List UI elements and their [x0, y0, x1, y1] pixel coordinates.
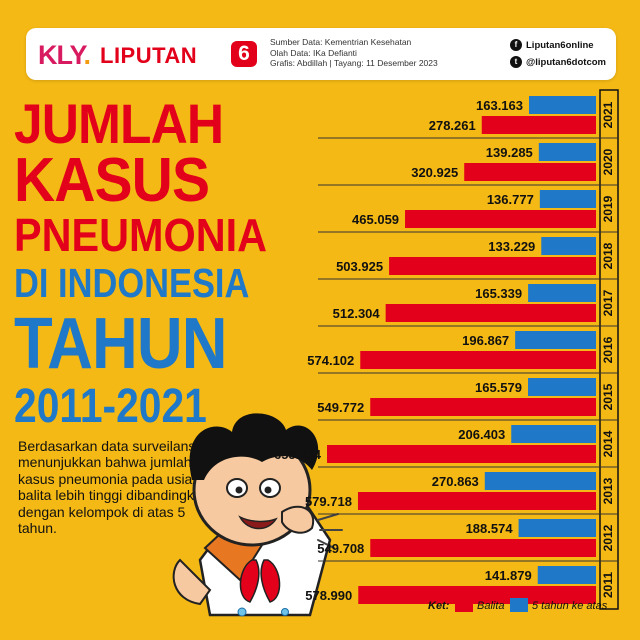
graphic-line: Grafis: Abdillah | Tayang: 11 Desember 2… [270, 58, 438, 68]
bar-balita-2013 [357, 492, 596, 510]
label-over5-2016: 196.867 [462, 333, 509, 348]
label-balita-2013: 579.718 [305, 494, 352, 509]
year-label-2019: 2019 [601, 195, 615, 222]
bar-over5-2018 [541, 237, 596, 255]
label-balita-2011: 578.990 [305, 588, 352, 603]
facebook-handle: f Liputan6online [510, 37, 606, 54]
bar-balita-2016 [360, 351, 596, 369]
label-balita-2021: 278.261 [429, 118, 476, 133]
title-line-1: JUMLAH [14, 92, 224, 155]
label-over5-2017: 165.339 [475, 286, 522, 301]
facebook-icon: f [510, 39, 522, 52]
bar-balita-2018 [389, 257, 596, 275]
bar-balita-2017 [385, 304, 596, 322]
label-balita-2012: 549.708 [317, 541, 364, 556]
label-over5-2011: 141.879 [485, 568, 532, 583]
bar-balita-2020 [464, 163, 596, 181]
title-line-6: 2011-2021 [14, 380, 207, 433]
bar-balita-2019 [405, 210, 596, 228]
source-credits: Sumber Data: Kementrian Kesehatan Olah D… [270, 37, 438, 69]
bar-over5-2019 [539, 190, 596, 208]
legend-label-balita: Balita [477, 600, 505, 612]
bar-over5-2021 [529, 96, 596, 114]
year-label-2017: 2017 [601, 289, 615, 316]
year-label-2020: 2020 [601, 148, 615, 175]
title-line-4: DI INDONESIA [14, 260, 250, 306]
label-over5-2012: 188.574 [466, 521, 514, 536]
label-balita-2019: 465.059 [352, 212, 399, 227]
bar-balita-2011 [358, 586, 596, 604]
legend-swatch-over5 [510, 598, 528, 612]
year-label-2016: 2016 [601, 336, 615, 363]
kly-logo: KLY. [38, 40, 91, 70]
title-line-2: KASUS [14, 146, 210, 215]
bar-over5-2013 [484, 472, 596, 490]
label-balita-2017: 512.304 [333, 306, 381, 321]
label-balita-2014: 655.134 [274, 447, 322, 462]
label-balita-2015: 549.772 [317, 400, 364, 415]
bar-balita-2021 [481, 116, 596, 134]
bar-over5-2015 [528, 378, 596, 396]
bar-over5-2011 [537, 566, 596, 584]
bar-over5-2014 [511, 425, 596, 443]
label-over5-2020: 139.285 [486, 145, 533, 160]
label-over5-2015: 165.579 [475, 380, 522, 395]
label-over5-2018: 133.229 [488, 239, 535, 254]
source-line: Sumber Data: Kementrian Kesehatan [270, 37, 412, 47]
year-label-2018: 2018 [601, 242, 615, 269]
legend-swatch-balita [455, 598, 473, 612]
twitter-handle: t @liputan6dotcom [510, 54, 606, 71]
label-balita-2018: 503.925 [336, 259, 383, 274]
label-over5-2014: 206.403 [458, 427, 505, 442]
bar-balita-2015 [370, 398, 596, 416]
label-balita-2020: 320.925 [411, 165, 458, 180]
year-label-2014: 2014 [601, 430, 615, 457]
title-line-5: TAHUN [14, 304, 228, 384]
legend-label-over5: 5 tahun ke atas [532, 600, 608, 612]
year-label-2021: 2021 [601, 101, 615, 128]
processed-line: Olah Data: IKa Defianti [270, 47, 357, 58]
social-handles: f Liputan6online t @liputan6dotcom [510, 37, 606, 71]
bar-balita-2014 [327, 445, 596, 463]
label-over5-2021: 163.163 [476, 98, 523, 113]
liputan6-logo: LIPUTAN [100, 43, 198, 68]
bar-balita-2012 [370, 539, 596, 557]
label-over5-2019: 136.777 [487, 192, 534, 207]
year-label-2013: 2013 [601, 477, 615, 504]
year-axis-strip [599, 89, 619, 610]
liputan6-six-badge: 6 [231, 41, 257, 67]
year-label-2015: 2015 [601, 383, 615, 410]
description-text: Berdasarkan data surveilans menunjukkan … [18, 438, 210, 537]
twitter-icon: t [510, 56, 522, 69]
year-label-2012: 2012 [601, 524, 615, 551]
bar-over5-2016 [515, 331, 596, 349]
label-balita-2016: 574.102 [307, 353, 354, 368]
legend-title: Ket: [428, 600, 450, 612]
bar-over5-2020 [538, 143, 596, 161]
year-label-2011: 2011 [601, 572, 615, 598]
bar-over5-2017 [528, 284, 596, 302]
label-over5-2013: 270.863 [432, 474, 479, 489]
title-line-3: PNEUMONIA [14, 209, 268, 261]
bar-over5-2012 [518, 519, 596, 537]
header-bar: KLY. LIPUTAN 6 Sumber Data: Kementrian K… [26, 28, 616, 80]
